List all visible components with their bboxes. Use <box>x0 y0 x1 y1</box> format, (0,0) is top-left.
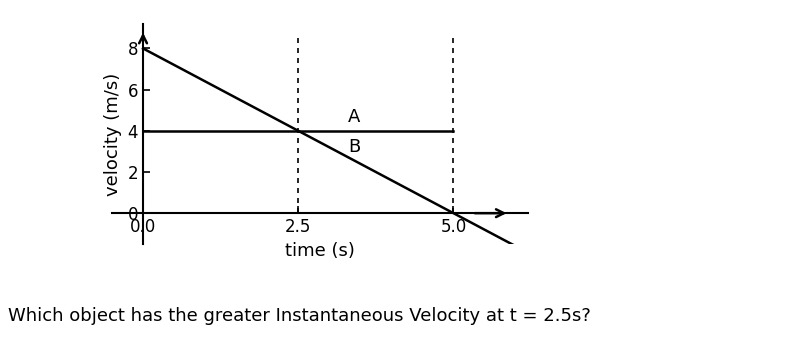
X-axis label: time (s): time (s) <box>285 242 355 260</box>
Text: A: A <box>348 108 360 126</box>
Text: B: B <box>348 138 360 156</box>
Text: Which object has the greater Instantaneous Velocity at t = 2.5s?: Which object has the greater Instantaneo… <box>8 307 591 325</box>
Y-axis label: velocity (m/s): velocity (m/s) <box>104 72 122 196</box>
